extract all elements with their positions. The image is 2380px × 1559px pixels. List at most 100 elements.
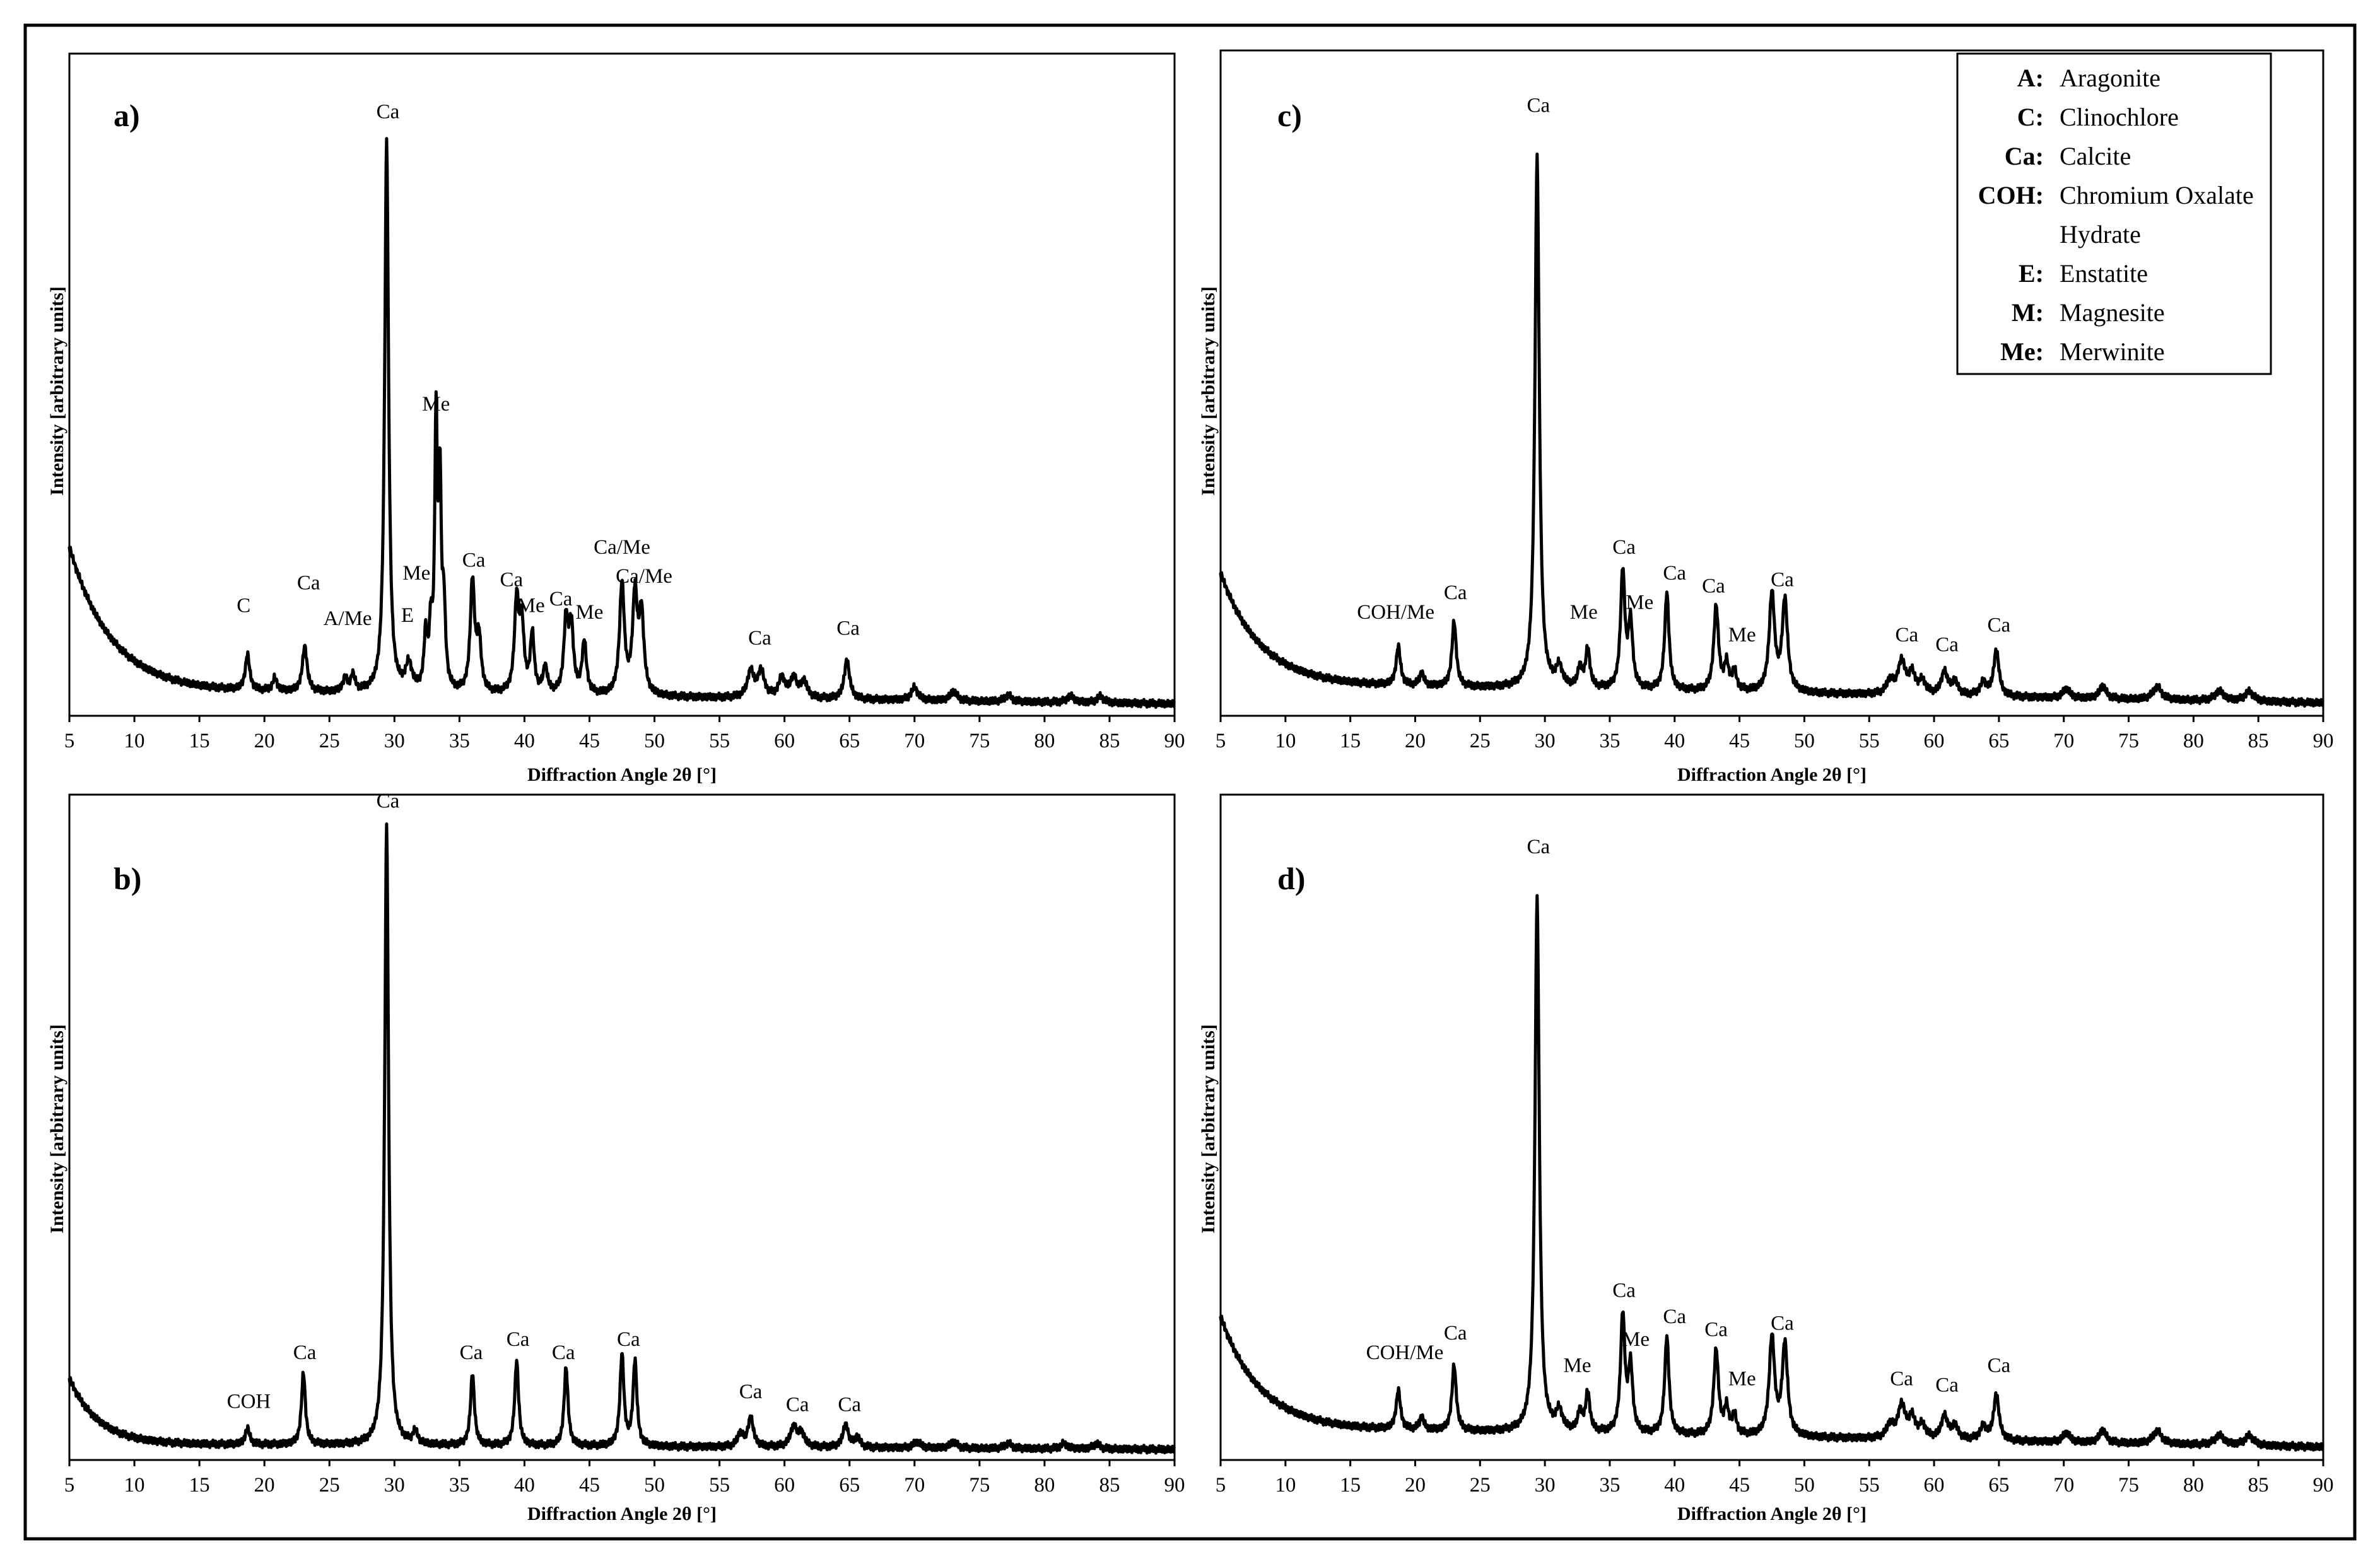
panel-a-peak-label: Me — [517, 595, 545, 617]
panel-c-peak-label: Me — [1570, 601, 1598, 624]
panel-a-x-tick-label: 35 — [449, 730, 470, 752]
panel-a-x-tick-label: 70 — [904, 730, 925, 752]
panel-c-plot-area — [1219, 49, 2324, 717]
panel-c-x-tick-label: 70 — [2053, 730, 2074, 752]
panel-a-x-axis-title: Diffraction Angle 2θ [°] — [527, 764, 717, 785]
panel-a-plot-area — [68, 52, 1176, 717]
panel-c-x-tick-label: 90 — [2313, 730, 2334, 752]
panel-b-x-tick-label: 15 — [189, 1474, 210, 1497]
panel-b-x-tick-label: 5 — [64, 1474, 75, 1497]
panel-b-x-tick-label: 45 — [579, 1474, 600, 1497]
panel-d-peak-label: Ca — [1612, 1280, 1636, 1302]
panel-c-x-tick-label: 25 — [1470, 730, 1491, 752]
panel-c-x-tick-label: 35 — [1599, 730, 1620, 752]
panel-a-x-tick-label: 15 — [189, 730, 210, 752]
panel-b-x-tick-label: 10 — [124, 1474, 145, 1497]
panel-d-x-tick-label: 45 — [1729, 1474, 1750, 1497]
panel-a-peak-label: A/Me — [324, 607, 372, 630]
legend-code-magnesite: M: — [2012, 298, 2044, 327]
panel-c-peak-label: Ca — [1663, 562, 1686, 585]
panel-a-peak-label: Me — [422, 393, 450, 416]
panel-c-x-tick-label: 20 — [1405, 730, 1426, 752]
panel-d-x-tick-label: 10 — [1275, 1474, 1296, 1497]
panel-a-x-tick-label: 65 — [839, 730, 860, 752]
panel-c-x-tick-label: 10 — [1275, 730, 1296, 752]
panel-b-x-axis-title: Diffraction Angle 2θ [°] — [527, 1504, 717, 1524]
panel-b-diffraction-trace — [67, 822, 1176, 1455]
panel-a-x-tick-label: 85 — [1099, 730, 1120, 752]
panel-c-peak-label: Ca — [1771, 568, 1794, 591]
panel-b-x-tick-label: 65 — [839, 1474, 860, 1497]
panel-d-peak-label: Ca — [1527, 836, 1550, 858]
panel-a: a) Diffraction Angle 2θ [°] Intensity [a… — [47, 52, 1185, 785]
panel-d-peak-label: Me — [1622, 1328, 1650, 1351]
panel-c-peak-label: Ca — [1444, 581, 1467, 604]
legend-name-aragonite: Aragonite — [2060, 64, 2160, 92]
panel-c-peak-label: COH/Me — [1357, 601, 1434, 624]
panel-c-diffraction-trace — [1219, 152, 2324, 708]
panel-a-x-tick-label: 75 — [969, 730, 990, 752]
panel-a-y-axis-title: Intensity [arbitrary units] — [47, 286, 67, 496]
panel-b-x-tick-label: 60 — [774, 1474, 795, 1497]
panel-d-x-tick-label: 85 — [2248, 1474, 2269, 1497]
panel-a-peak-label: Ca/Me — [616, 565, 672, 588]
panel-b-y-axis-title: Intensity [arbitrary units] — [47, 1024, 67, 1234]
panel-b-x-tick-label: 90 — [1164, 1474, 1185, 1497]
panel-b-x-tick-label: 20 — [254, 1474, 275, 1497]
panel-c: c) Diffraction Angle 2θ [°] Intensity [a… — [1198, 49, 2334, 785]
panel-b-label: b) — [114, 861, 141, 896]
panel-d-x-tick-label: 70 — [2053, 1474, 2074, 1497]
panel-a-x-tick-label: 5 — [64, 730, 75, 752]
panel-a-x-tick-label: 50 — [644, 730, 665, 752]
panel-b-peak-label: Ca — [377, 790, 400, 812]
panel-d-x-axis-title: Diffraction Angle 2θ [°] — [1677, 1504, 1867, 1524]
panel-d-peak-label: Ca — [1663, 1305, 1686, 1328]
panel-a-x-tick-label: 20 — [254, 730, 275, 752]
panel-d-x-tick-label: 60 — [1924, 1474, 1945, 1497]
panel-c-x-tick-label: 45 — [1729, 730, 1750, 752]
panel-b-x-tick-label: 55 — [709, 1474, 730, 1497]
panel-b-x-tick-label: 70 — [904, 1474, 925, 1497]
panel-c-x-tick-label: 60 — [1924, 730, 1945, 752]
panel-c-x-tick-label: 80 — [2183, 730, 2204, 752]
legend-name-merwinite: Merwinite — [2060, 337, 2165, 366]
panel-c-x-tick-label: 65 — [1988, 730, 2009, 752]
panel-b-plot-area — [68, 793, 1176, 1461]
panel-a-peak-label: Ca — [500, 568, 523, 591]
panel-c-peak-label: Me — [1626, 591, 1653, 614]
panel-d-x-tick-label: 25 — [1470, 1474, 1491, 1497]
panel-a-x-tick-label: 55 — [709, 730, 730, 752]
panel-d-x-tick-label: 20 — [1405, 1474, 1426, 1497]
panel-b-peak-label: COH — [227, 1391, 271, 1413]
legend-name-calcite: Calcite — [2060, 142, 2131, 170]
panel-b-x-tick-label: 75 — [969, 1474, 990, 1497]
panel-b-peak-label: Ca — [739, 1381, 763, 1403]
panel-b-peak-label: Ca — [460, 1341, 483, 1364]
legend-code-enstatite: E: — [2019, 259, 2044, 288]
panel-b-peak-label: Ca — [507, 1328, 530, 1351]
panel-c-peak-label: Ca — [1896, 624, 1919, 646]
panel-b-x-tick-label: 35 — [449, 1474, 470, 1497]
panel-d-x-tick-label: 35 — [1599, 1474, 1620, 1497]
panel-d-peak-label: Ca — [1771, 1312, 1794, 1334]
panel-b-x-tick-label: 40 — [514, 1474, 535, 1497]
panel-a-peak-label: Ca — [297, 571, 320, 594]
panel-d-plot-area — [1219, 793, 2324, 1461]
panel-a-peak-label: Ca/Me — [594, 536, 650, 559]
panel-d-label: d) — [1277, 861, 1305, 896]
panel-a-peak-label: C — [237, 595, 250, 617]
panel-a-peak-label: Ca — [836, 617, 860, 640]
mineral-legend: A: Aragonite C: Clinochlore Ca: Calcite … — [1956, 52, 2272, 375]
panel-d-peak-label: Me — [1728, 1367, 1756, 1390]
panel-c-peak-label: Ca — [1935, 633, 1959, 656]
panel-a-x-tick-label: 45 — [579, 730, 600, 752]
legend-code-aragonite: A: — [2017, 64, 2044, 92]
panel-b-x-tick-label: 30 — [384, 1474, 405, 1497]
panel-c-x-tick-label: 40 — [1664, 730, 1685, 752]
panel-c-label: c) — [1277, 98, 1302, 133]
legend-name-chromium-oxalate-line2: Hydrate — [2060, 220, 2141, 248]
panel-d-peak-label: Ca — [1444, 1322, 1467, 1345]
panel-a-peak-label: Me — [402, 562, 430, 585]
panel-d-x-tick-label: 65 — [1988, 1474, 2009, 1497]
